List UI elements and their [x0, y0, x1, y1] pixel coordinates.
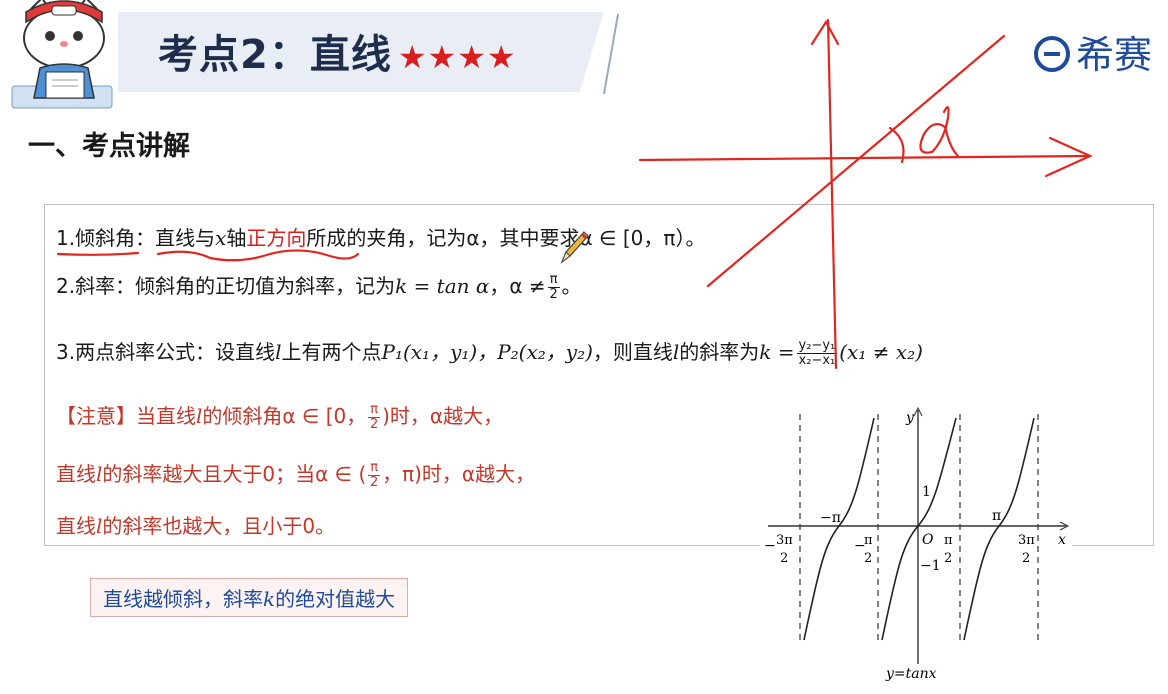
var-l: l [275, 340, 282, 364]
x-label: x [1058, 532, 1066, 548]
tan-branch-right [963, 417, 1035, 641]
drawn-x-arrow-icon [1044, 136, 1093, 178]
text: 的斜率也越大，且小于0。 [102, 514, 336, 538]
note-line-3: 直线l的斜率也越大，且小于0。 [56, 510, 335, 539]
tick-label-3pi2-den: 2 [1022, 551, 1030, 566]
angle-arc-icon [888, 126, 905, 164]
note-line-2: 直线l的斜率越大且大于0；当α ∈ (π 2 ，π)时，α越大， [56, 458, 535, 490]
var-k: k = [759, 340, 795, 364]
denominator: 2 [549, 287, 558, 302]
text: 直线越倾斜，斜率 [103, 587, 263, 611]
cat-mascot-icon [0, 0, 130, 110]
points-p1-p2: P₁(x₁，y₁)，P₂(x₂，y₂) [381, 340, 593, 364]
term-incline-angle: 倾斜角 [75, 226, 136, 250]
pencil-cursor-icon [556, 226, 590, 266]
text: 的倾斜角α ∈ [0， [202, 404, 367, 428]
page-title-text: 考点2：直线 [158, 32, 392, 78]
graph-caption: y=tanx [885, 666, 937, 682]
condition-x1-neq-x2: (x₁ ≠ x₂) [839, 340, 923, 364]
tick-label-pi: π [992, 508, 1001, 524]
tick-label-neg1: −1 [920, 558, 941, 574]
tip-box: 直线越倾斜，斜率k的绝对值越大 [90, 578, 409, 617]
tick-label-3pi2: 3π [1018, 533, 1035, 548]
text: 上有两个点 [281, 340, 382, 364]
text: 的绝对值越大 [275, 587, 396, 611]
tick-label-pi2-den: 2 [944, 551, 952, 566]
drawn-y-arrow-icon [810, 19, 840, 46]
content-box [44, 204, 1154, 546]
asymptotes [799, 414, 1039, 640]
x-axis-arrow [1059, 521, 1070, 531]
text: ，π)时，α越大， [382, 462, 536, 486]
tangent-graph: y x O 1 −1 −π π − 3π 2 − π 2 π 2 3π 2 y=… [760, 404, 1072, 688]
title-banner [118, 12, 604, 92]
denominator: 2 [370, 417, 379, 432]
numerator: π [368, 460, 381, 476]
definition-two-point-formula: 3.两点斜率公式：设直线l上有两个点P₁(x₁，y₁)，P₂(x₂，y₂)，则直… [56, 336, 923, 368]
highlight-positive-direction: 正方向 [246, 226, 307, 250]
text: ，则直线 [592, 340, 673, 364]
origin-label: O [922, 532, 934, 548]
fraction-slope: y₂−y₁ x₂−x₁ [796, 338, 838, 368]
page-title: 考点2：直线 ★★★★ [158, 22, 517, 80]
tick-label-neg-pi: −π [820, 510, 841, 526]
formula-k-tan: k = tan α [395, 274, 490, 298]
tick-label-pi2: π [944, 533, 953, 548]
text: ，α ≠ [489, 274, 546, 298]
text: 2.斜率：倾斜角的正切值为斜率，记为 [56, 274, 396, 298]
var-x: x [215, 226, 227, 250]
section-heading: 一、考点讲解 [28, 131, 190, 162]
text: 直线 [56, 462, 96, 486]
item-number: 1. [56, 226, 76, 250]
definition-angle: 1.倾斜角：直线与x轴正方向所成的夹角，记为α，其中要求α ∈ [0，π）。 [56, 222, 705, 251]
text: )时，α越大， [382, 404, 504, 428]
brand-name: 希赛 [1076, 33, 1153, 77]
tick-label-neg-pi2-sign: − [854, 538, 866, 554]
tick-label-neg-pi2-den: 2 [864, 551, 872, 566]
text: 。 [561, 274, 582, 298]
y-label: y [905, 410, 915, 426]
text: 的斜率为 [679, 340, 760, 364]
definition-slope: 2.斜率：倾斜角的正切值为斜率，记为k = tan α，α ≠ π 2。 [56, 270, 582, 302]
denominator: 2 [370, 475, 379, 490]
rating-stars: ★★★★ [397, 38, 517, 76]
text: 【注意】当直线 [56, 404, 196, 428]
drawn-x-axis [638, 154, 1092, 162]
var-k: k [263, 587, 276, 611]
var-l: l [96, 462, 103, 486]
text: 所成的夹角，记为α，其中要求α ∈ [0，π）。 [306, 226, 706, 250]
tick-label-neg-pi2: π [864, 533, 873, 548]
tan-branch-left [803, 417, 875, 641]
var-l: l [672, 340, 680, 364]
y-axis-arrow [913, 406, 923, 417]
text: 3.两点斜率公式：设直线 [56, 340, 276, 364]
numerator: y₂−y₁ [796, 338, 838, 354]
brand-logo-icon [1034, 36, 1070, 72]
alpha-symbol-icon [919, 106, 960, 158]
var-l: l [96, 514, 103, 538]
note-line-1: 【注意】当直线l的倾斜角α ∈ [0， π 2)时，α越大， [56, 400, 503, 432]
text: 轴 [226, 226, 247, 250]
tick-label-neg-3pi2-den: 2 [780, 551, 788, 566]
var-l: l [196, 404, 203, 428]
text: ：直线与 [135, 226, 216, 250]
denominator: x₂−x₁ [798, 353, 836, 368]
numerator: π [547, 272, 560, 288]
tick-label-1: 1 [922, 484, 931, 500]
text: 的斜率越大且大于0；当α ∈ ( [102, 462, 367, 486]
brand-logo: 希赛 [1034, 24, 1152, 79]
tick-label-neg-3pi2: 3π [776, 533, 793, 548]
tan-branch-center [881, 417, 957, 641]
text: 直线 [56, 514, 96, 538]
numerator: π [368, 402, 381, 418]
tick-label-neg-3pi2-sign: − [764, 538, 776, 554]
